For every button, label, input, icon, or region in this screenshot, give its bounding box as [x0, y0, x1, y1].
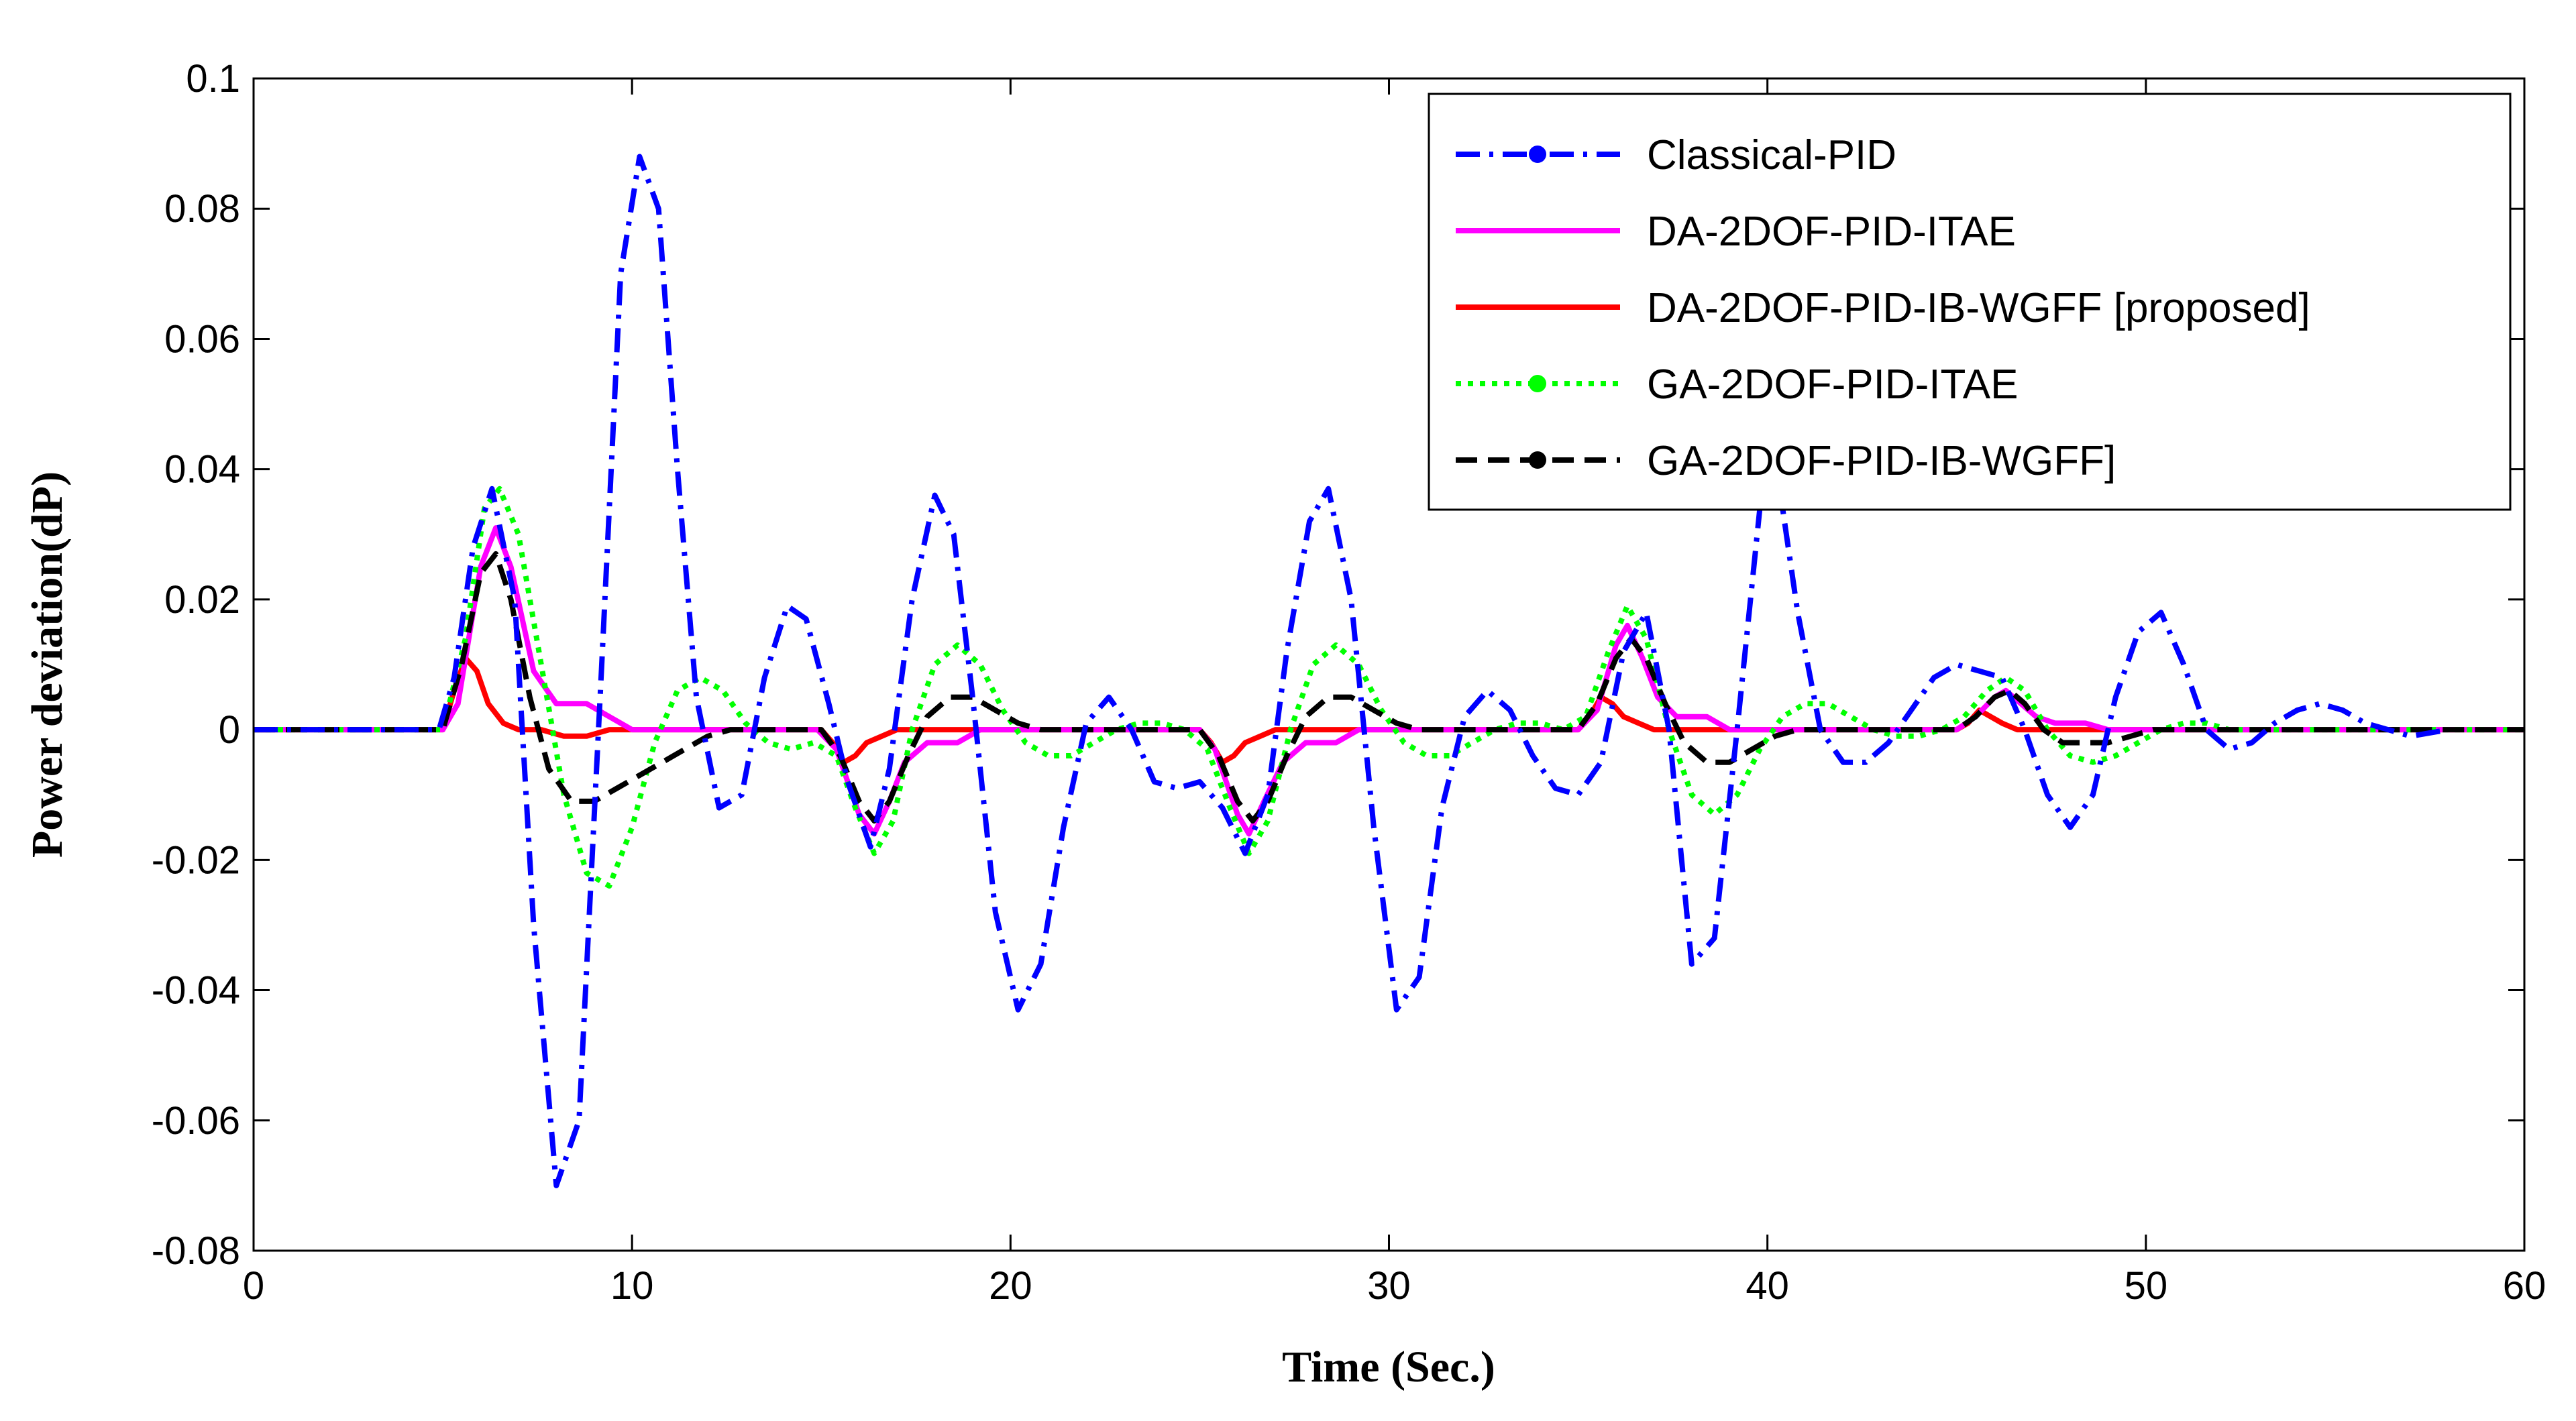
- plot-frame: [252, 77, 2526, 1252]
- x-axis: 0 10 20 30 40 50 60: [243, 78, 2546, 1308]
- series-line-ga-2dof-pid-itae: [254, 486, 2524, 889]
- legend-box: [1428, 93, 2512, 511]
- legend-swatch-marker: [1529, 146, 1546, 163]
- x-tick-label: 20: [989, 1264, 1032, 1308]
- y-tick-label: 0.1: [186, 57, 240, 101]
- x-tick-label: 30: [1367, 1264, 1411, 1308]
- legend-label: DA-2DOF-PID-IB-WGFF [proposed]: [1647, 285, 2310, 331]
- x-axis-title: Time (Sec.): [1282, 1343, 1495, 1391]
- legend: Classical-PID DA-2DOF-PID-ITAE DA-2DOF-PID…: [1428, 93, 2512, 511]
- legend-label: Classical-PID: [1647, 132, 1896, 178]
- x-tick-label: 60: [2503, 1264, 2546, 1308]
- y-axis: -0.08 -0.06 -0.04 -0.02 0 0.02 0.04 0.06 0.08 0.1: [152, 57, 2524, 1273]
- y-axis-title: Power deviation(dP): [23, 471, 72, 858]
- x-tick-label: 0: [243, 1264, 264, 1308]
- y-tick-label: 0.04: [164, 448, 240, 492]
- y-tick-label: 0: [219, 708, 240, 752]
- series-layer: [254, 154, 2524, 1188]
- x-tick-label: 40: [1746, 1264, 1789, 1308]
- y-tick-label: -0.04: [152, 969, 240, 1013]
- x-tick-label: 50: [2125, 1264, 2168, 1308]
- y-tick-label: 0.08: [164, 187, 240, 231]
- y-tick-label: -0.08: [152, 1229, 240, 1273]
- legend-label: GA-2DOF-PID-ITAE: [1647, 361, 2018, 408]
- legend-label: DA-2DOF-PID-ITAE: [1647, 209, 2016, 255]
- y-tick-label: 0.06: [164, 317, 240, 361]
- x-tick-label: 10: [610, 1264, 654, 1308]
- y-tick-label: -0.02: [152, 838, 240, 882]
- y-tick-label: 0.02: [164, 578, 240, 622]
- y-tick-label: -0.06: [152, 1099, 240, 1143]
- series-line-classical-pid: [254, 154, 2449, 1188]
- legend-swatch-marker: [1529, 375, 1546, 392]
- legend-swatch-marker: [1529, 451, 1546, 469]
- legend-label: GA-2DOF-PID-IB-WGFF]: [1647, 438, 2116, 484]
